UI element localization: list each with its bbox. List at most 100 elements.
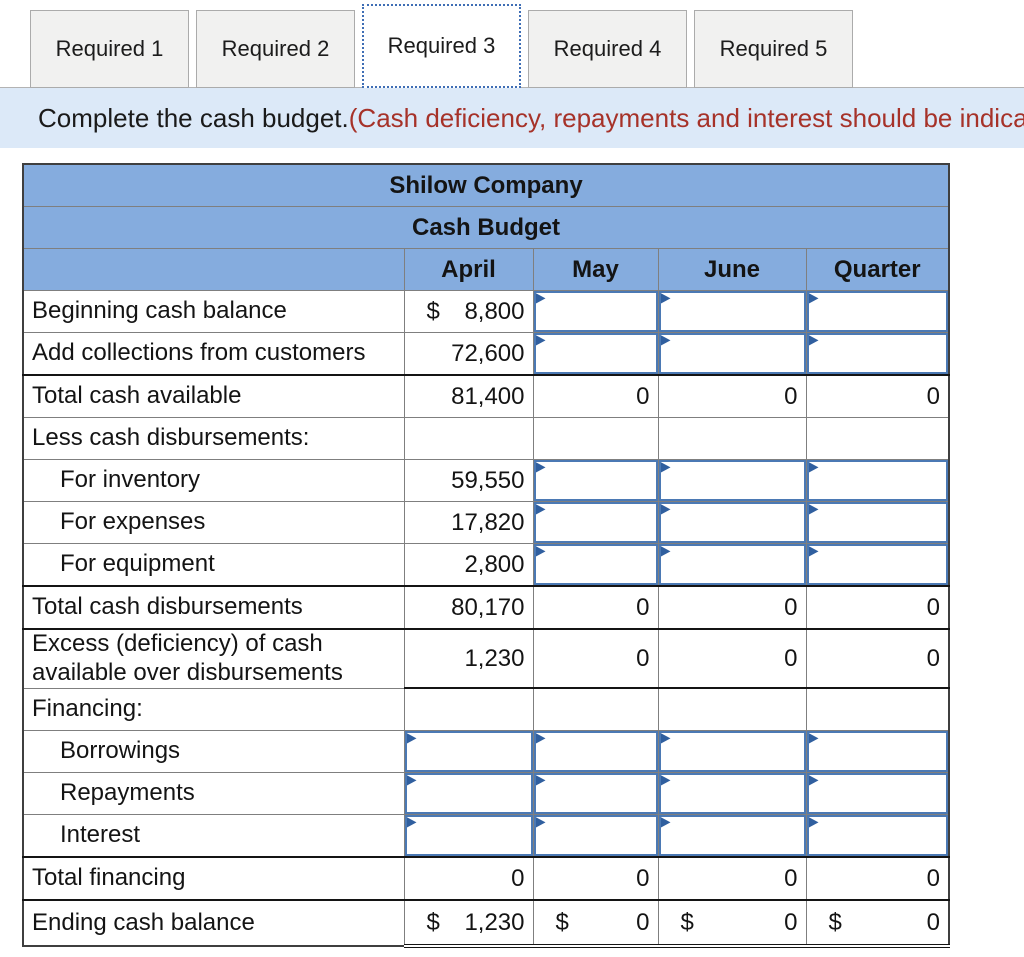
amount-input-quarter[interactable] [807, 731, 948, 772]
amount-input-june[interactable] [659, 291, 805, 332]
table-title-row: Shilow Company [22, 163, 950, 207]
amount-input-may[interactable] [534, 460, 657, 501]
amount-cell-june [657, 543, 807, 587]
tab-required-5[interactable]: Required 5 [694, 10, 853, 88]
amount-value-quarter: 0 [805, 374, 950, 418]
table-row: Beginning cash balance $8,800 [22, 290, 950, 333]
amount-value-april: 59,550 [403, 459, 534, 502]
amount-cell-june [657, 814, 807, 858]
empty-cell [805, 687, 950, 731]
tab-required-2[interactable]: Required 2 [196, 10, 355, 88]
cell-flag-icon [808, 733, 819, 744]
table-row: For expenses 17,820 [22, 501, 950, 544]
instruction-text: Complete the cash budget. [38, 102, 349, 133]
cell-flag-icon [535, 546, 546, 557]
amount-value-may: 0 [532, 585, 659, 630]
tab-required-4[interactable]: Required 4 [528, 10, 687, 88]
tab-label: Required 2 [221, 36, 330, 61]
amount-input-june[interactable] [659, 731, 805, 772]
amount-input-quarter[interactable] [807, 544, 948, 585]
amount-cell-may [532, 332, 659, 376]
amount-value-june: 0 [657, 856, 807, 901]
amount-input-june[interactable] [659, 460, 805, 501]
amount-input-may[interactable] [534, 502, 657, 543]
amount-input-may[interactable] [534, 544, 657, 585]
cell-flag-icon [808, 775, 819, 786]
amount-value-april: 2,800 [403, 543, 534, 587]
row-label: Beginning cash balance [22, 290, 405, 333]
amount-cell-june [657, 332, 807, 376]
table-row: For equipment 2,800 [22, 543, 950, 587]
amount-cell-quarter [805, 501, 950, 544]
amount-value-may: 0 [532, 628, 659, 689]
amount-cell-april [403, 772, 534, 815]
row-label: Borrowings [22, 730, 405, 773]
amount-cell-april [403, 814, 534, 858]
amount-input-may[interactable] [534, 291, 657, 332]
amount-cell-quarter [805, 772, 950, 815]
amount-value-quarter: $0 [805, 899, 950, 948]
amount-input-quarter[interactable] [807, 460, 948, 501]
row-label: Financing: [22, 687, 405, 731]
empty-cell [403, 687, 534, 731]
amount-input-june[interactable] [659, 773, 805, 814]
cell-flag-icon [660, 504, 671, 515]
row-label: Ending cash balance [22, 899, 405, 947]
cell-flag-icon [535, 335, 546, 346]
amount-input-april[interactable] [405, 773, 532, 814]
amount-input-june[interactable] [659, 333, 805, 374]
amount-value-quarter: 0 [805, 856, 950, 901]
amount-value-june: 0 [657, 628, 807, 689]
cell-flag-icon [660, 817, 671, 828]
amount-value-may: 0 [532, 856, 659, 901]
amount-input-june[interactable] [659, 502, 805, 543]
amount-input-april[interactable] [405, 815, 532, 856]
amount-value-april: 80,170 [403, 585, 534, 630]
cell-flag-icon [660, 293, 671, 304]
table-row: Financing: [22, 687, 950, 731]
tab-required-1[interactable]: Required 1 [30, 10, 189, 88]
amount-input-may[interactable] [534, 333, 657, 374]
currency-symbol: $ [680, 908, 694, 936]
amount-cell-may [532, 501, 659, 544]
tab-label: Required 5 [719, 36, 828, 61]
amount-value-june: 0 [657, 585, 807, 630]
cell-flag-icon [535, 817, 546, 828]
table-row: Ending cash balance $1,230 $0 $0 $0 [22, 899, 950, 948]
table-row: Add collections from customers 72,600 [22, 332, 950, 376]
table-row: Repayments [22, 772, 950, 815]
amount-input-april[interactable] [405, 731, 532, 772]
empty-cell [403, 417, 534, 460]
amount-cell-june [657, 730, 807, 773]
tab-label: Required 4 [553, 36, 662, 61]
amount-input-quarter[interactable] [807, 291, 948, 332]
column-header-april: April [403, 248, 534, 291]
amount-input-quarter[interactable] [807, 502, 948, 543]
cell-flag-icon [808, 293, 819, 304]
cell-flag-icon [535, 293, 546, 304]
instruction-warning-text: (Cash deficiency, repayments and interes… [348, 102, 1024, 133]
amount-cell-quarter [805, 290, 950, 333]
amount-cell-may [532, 730, 659, 773]
amount-input-quarter[interactable] [807, 815, 948, 856]
table-row: Interest [22, 814, 950, 858]
amount-cell-april [403, 730, 534, 773]
column-header-row: April May June Quarter [22, 248, 950, 291]
empty-cell [805, 417, 950, 460]
amount-cell-may [532, 814, 659, 858]
amount-input-quarter[interactable] [807, 773, 948, 814]
amount-input-may[interactable] [534, 773, 657, 814]
amount-input-may[interactable] [534, 815, 657, 856]
amount-input-june[interactable] [659, 815, 805, 856]
amount-input-quarter[interactable] [807, 333, 948, 374]
currency-symbol: $ [426, 908, 440, 936]
tab-required-3[interactable]: Required 3 [362, 4, 521, 88]
amount-value-april: 0 [403, 856, 534, 901]
tab-bar: Required 1 Required 2 Required 3 Required 4… [0, 0, 1024, 88]
cell-flag-icon [660, 546, 671, 557]
cell-flag-icon [808, 546, 819, 557]
row-label: Add collections from customers [22, 332, 405, 376]
cell-flag-icon [660, 733, 671, 744]
amount-input-june[interactable] [659, 544, 805, 585]
amount-input-may[interactable] [534, 731, 657, 772]
